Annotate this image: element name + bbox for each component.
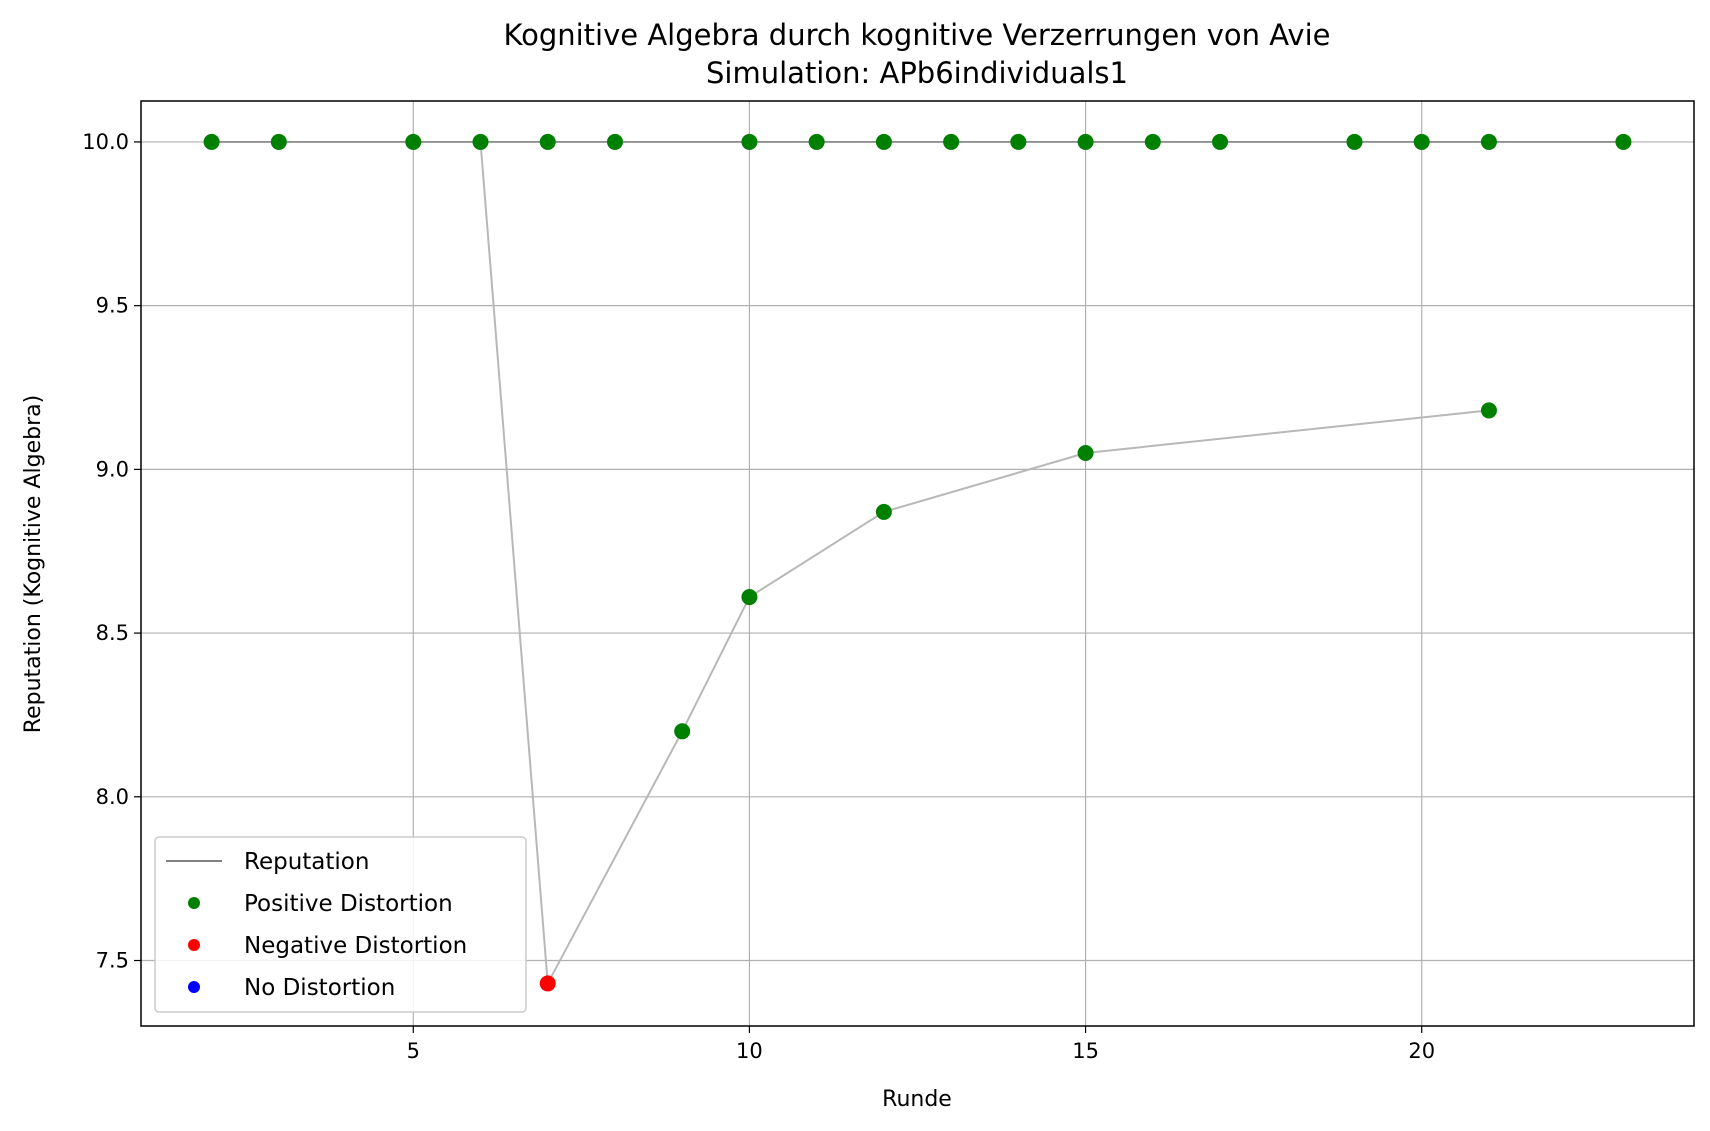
positive-distortion-point [1615, 133, 1632, 150]
chart-title: Kognitive Algebra durch kognitive Verzer… [504, 18, 1331, 52]
y-tick-label: 8.5 [96, 621, 129, 645]
positive-distortion-point [674, 723, 691, 740]
positive-distortion-point [943, 133, 960, 150]
legend-positive-swatch [188, 897, 200, 909]
legend-none-swatch [188, 981, 200, 993]
distortion-points-layer [203, 133, 1632, 992]
positive-distortion-point [405, 133, 422, 150]
legend-reputation-label: Reputation [244, 849, 369, 875]
positive-distortion-point [1480, 133, 1497, 150]
positive-distortion-point [1480, 402, 1497, 419]
x-axis-label: Runde [882, 1087, 952, 1112]
positive-distortion-point [1212, 133, 1229, 150]
x-tick-label: 20 [1408, 1039, 1435, 1063]
positive-distortion-point [606, 133, 623, 150]
positive-distortion-point [741, 133, 758, 150]
positive-distortion-point [1413, 133, 1430, 150]
y-tick-label: 7.5 [96, 949, 129, 973]
x-tick-label: 5 [407, 1039, 420, 1063]
reputation-line [479, 141, 1490, 987]
chart-subtitle: Simulation: APb6individuals1 [706, 56, 1128, 90]
positive-distortion-point [539, 133, 556, 150]
legend-box [154, 836, 527, 1013]
y-tick-label: 9.0 [96, 457, 129, 481]
x-tick-label: 10 [736, 1039, 763, 1063]
positive-distortion-point [1077, 444, 1094, 461]
positive-distortion-point [270, 133, 287, 150]
legend-negative-swatch [188, 939, 200, 951]
positive-distortion-point [875, 133, 892, 150]
y-tick-label: 8.0 [96, 785, 129, 809]
positive-distortion-point [875, 503, 892, 520]
legend-none-label: No Distortion [244, 975, 395, 1001]
positive-distortion-point [741, 589, 758, 606]
positive-distortion-point [808, 133, 825, 150]
positive-distortion-point [1010, 133, 1027, 150]
plot-area-frame [140, 100, 1695, 1027]
y-tick-label: 10.0 [82, 130, 129, 154]
positive-distortion-point [1144, 133, 1161, 150]
x-tick-label: 15 [1072, 1039, 1099, 1063]
reputation-line-layer [479, 141, 1490, 987]
negative-distortion-point [539, 975, 556, 992]
legend-positive-label: Positive Distortion [244, 891, 453, 917]
legend-negative-label: Negative Distortion [244, 933, 467, 959]
y-tick-label: 9.5 [96, 294, 129, 318]
y-axis-ticks: 7.5 8.0 8.5 9.0 9.5 10.0 [82, 130, 141, 973]
y-axis-label: Reputation (Kognitive Algebra) [21, 395, 46, 733]
positive-distortion-point [1077, 133, 1094, 150]
legend: Reputation Positive Distortion Negative … [154, 836, 527, 1013]
positive-distortion-point [203, 133, 220, 150]
positive-distortion-point [1346, 133, 1363, 150]
x-axis-ticks: 5 10 15 20 [407, 1026, 1435, 1063]
positive-distortion-point [472, 133, 489, 150]
